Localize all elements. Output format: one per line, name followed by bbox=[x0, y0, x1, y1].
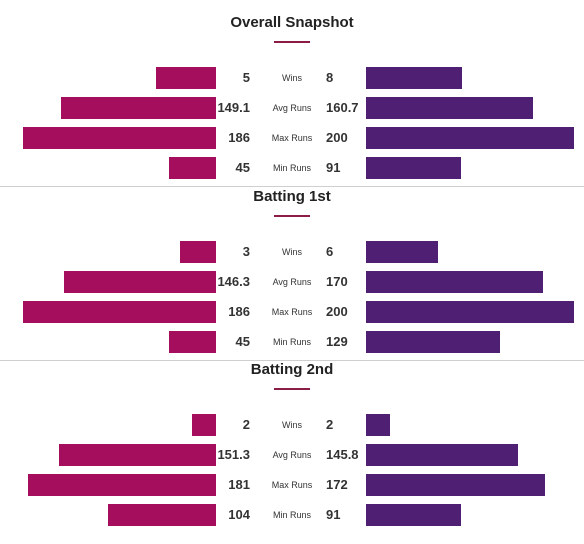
value-left: 186 bbox=[228, 130, 250, 145]
value-right: 170 bbox=[326, 274, 348, 289]
section-divider bbox=[0, 186, 584, 187]
metric-label: Max Runs bbox=[271, 133, 313, 143]
bar-right-max-runs bbox=[366, 301, 574, 323]
bar-left-max-runs bbox=[23, 301, 216, 323]
metric-label: Avg Runs bbox=[272, 103, 312, 113]
bar-right-avg-runs bbox=[366, 271, 543, 293]
bar-right-min-runs bbox=[366, 504, 461, 526]
value-left: 104 bbox=[228, 507, 250, 522]
metric-label: Min Runs bbox=[272, 163, 311, 173]
value-right: 8 bbox=[326, 70, 334, 85]
value-left: 181 bbox=[228, 477, 250, 492]
metric-label: Avg Runs bbox=[272, 277, 312, 287]
section-title: Overall Snapshot bbox=[230, 14, 354, 31]
section-title: Batting 1st bbox=[253, 188, 331, 205]
bar-left-wins bbox=[180, 241, 216, 263]
metric-label: Wins bbox=[282, 420, 302, 430]
value-left: 2 bbox=[242, 417, 250, 432]
metric-label: Max Runs bbox=[271, 480, 313, 490]
bar-left-wins bbox=[156, 67, 216, 89]
metric-label: Max Runs bbox=[271, 307, 313, 317]
bar-left-avg-runs bbox=[59, 444, 216, 466]
value-left: 5 bbox=[242, 70, 250, 85]
value-right: 129 bbox=[326, 334, 348, 349]
value-right: 160.7 bbox=[326, 100, 359, 115]
section-title: Batting 2nd bbox=[250, 361, 334, 378]
section-title-underline bbox=[274, 215, 310, 217]
bar-right-wins bbox=[366, 67, 462, 89]
value-right: 91 bbox=[326, 160, 341, 175]
value-left: 45 bbox=[235, 334, 250, 349]
bar-left-min-runs bbox=[108, 504, 216, 526]
bar-right-avg-runs bbox=[366, 97, 533, 119]
bar-right-min-runs bbox=[366, 331, 500, 353]
value-right: 200 bbox=[326, 304, 348, 319]
bar-left-min-runs bbox=[169, 157, 216, 179]
bar-right-max-runs bbox=[366, 474, 545, 496]
metric-label: Avg Runs bbox=[272, 450, 312, 460]
bar-left-min-runs bbox=[169, 331, 216, 353]
bar-right-wins bbox=[366, 414, 390, 436]
value-right: 145.8 bbox=[326, 447, 359, 462]
bar-right-min-runs bbox=[366, 157, 461, 179]
value-left: 3 bbox=[242, 244, 250, 259]
metric-label: Min Runs bbox=[272, 510, 311, 520]
value-right: 2 bbox=[326, 417, 334, 432]
bar-left-max-runs bbox=[28, 474, 216, 496]
value-right: 172 bbox=[326, 477, 348, 492]
section-title-underline bbox=[274, 388, 310, 390]
value-left: 186 bbox=[228, 304, 250, 319]
bar-left-avg-runs bbox=[61, 97, 216, 119]
bar-left-max-runs bbox=[23, 127, 216, 149]
bar-right-max-runs bbox=[366, 127, 574, 149]
metric-label: Wins bbox=[282, 247, 302, 257]
section-title-underline bbox=[274, 41, 310, 43]
value-left: 149.1 bbox=[217, 100, 250, 115]
bar-left-wins bbox=[192, 414, 216, 436]
bar-left-avg-runs bbox=[64, 271, 216, 293]
metric-label: Wins bbox=[282, 73, 302, 83]
value-right: 200 bbox=[326, 130, 348, 145]
value-right: 6 bbox=[326, 244, 334, 259]
metric-label: Min Runs bbox=[272, 337, 311, 347]
value-left: 45 bbox=[235, 160, 250, 175]
bar-right-wins bbox=[366, 241, 438, 263]
value-right: 91 bbox=[326, 507, 341, 522]
section-divider bbox=[0, 360, 584, 361]
value-left: 146.3 bbox=[217, 274, 250, 289]
bar-right-avg-runs bbox=[366, 444, 518, 466]
value-left: 151.3 bbox=[217, 447, 250, 462]
